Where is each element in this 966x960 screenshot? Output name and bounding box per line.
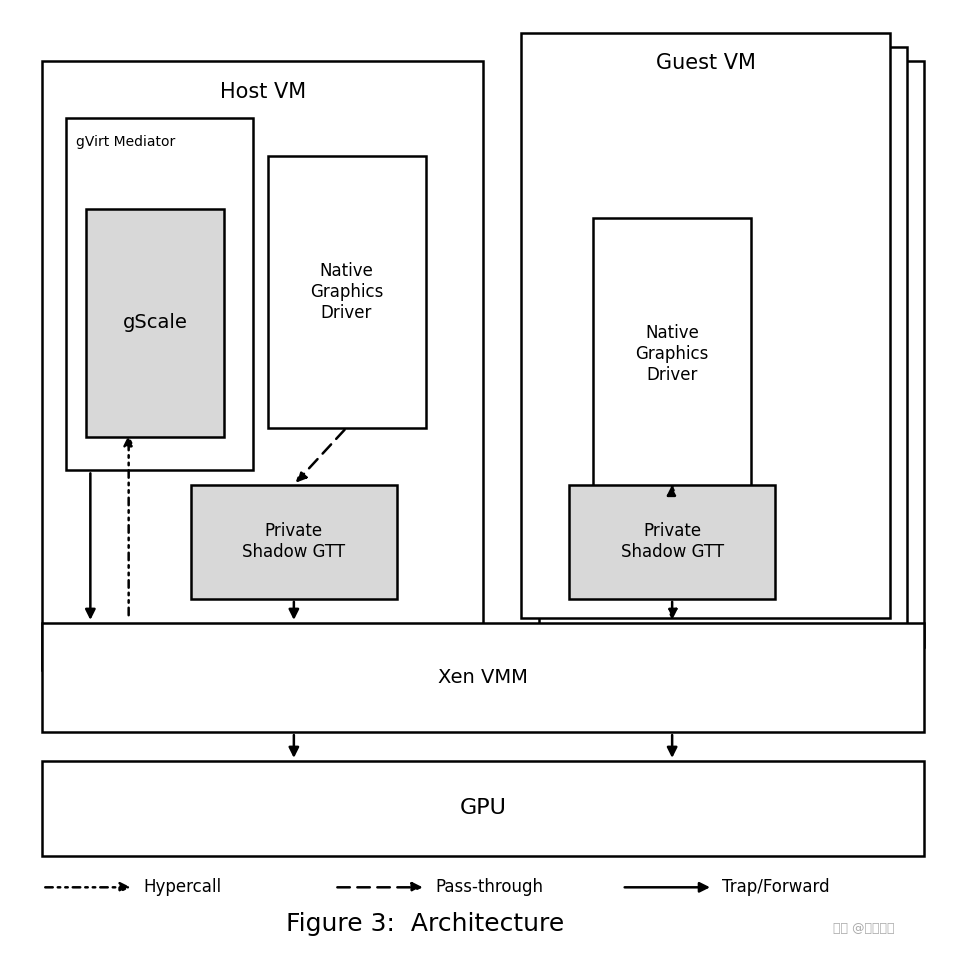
- Bar: [86, 208, 224, 437]
- Text: gScale: gScale: [123, 314, 187, 332]
- Text: Xen VMM: Xen VMM: [438, 668, 528, 687]
- Text: Hypercall: Hypercall: [143, 878, 221, 897]
- Bar: [593, 218, 752, 490]
- Bar: [538, 47, 907, 633]
- Bar: [191, 485, 397, 599]
- Bar: [43, 623, 923, 732]
- Bar: [268, 156, 426, 427]
- Text: gVirt Mediator: gVirt Mediator: [76, 135, 175, 150]
- Text: Figure 3:  Architecture: Figure 3: Architecture: [286, 912, 565, 936]
- Text: Pass-through: Pass-through: [435, 878, 543, 897]
- Text: Guest VM: Guest VM: [656, 53, 755, 73]
- Bar: [554, 61, 923, 646]
- Text: Native
Graphics
Driver: Native Graphics Driver: [636, 324, 709, 384]
- Text: Private
Shadow GTT: Private Shadow GTT: [242, 522, 346, 562]
- Text: Private
Shadow GTT: Private Shadow GTT: [620, 522, 724, 562]
- Bar: [43, 760, 923, 856]
- Bar: [67, 118, 253, 470]
- Text: 知乎 @朝花夕拾: 知乎 @朝花夕拾: [834, 922, 895, 935]
- Text: GPU: GPU: [460, 799, 506, 818]
- Text: Native
Graphics
Driver: Native Graphics Driver: [310, 262, 384, 322]
- Bar: [522, 33, 890, 618]
- Text: Host VM: Host VM: [219, 82, 306, 102]
- Bar: [569, 485, 775, 599]
- Bar: [43, 61, 483, 670]
- Text: Trap/Forward: Trap/Forward: [723, 878, 830, 897]
